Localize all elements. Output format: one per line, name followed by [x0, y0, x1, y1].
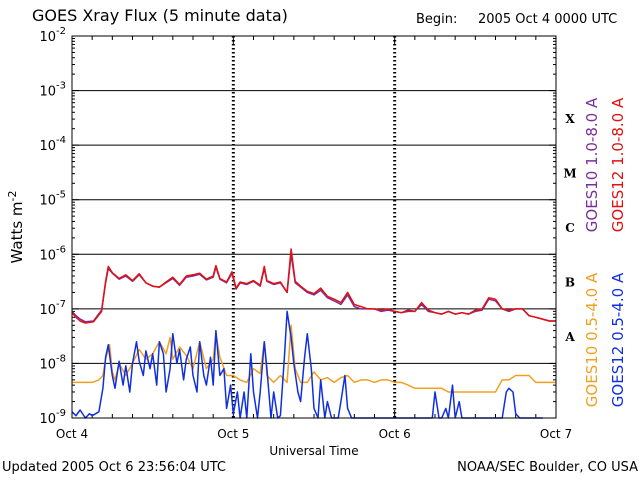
series-line-0	[71, 253, 556, 323]
flare-class-label: A	[564, 330, 575, 344]
flare-class-label: C	[565, 221, 575, 235]
y-tick-label-base: 10	[39, 357, 56, 372]
y-tick-label-exponent: -6	[56, 244, 66, 255]
y-tick-label-base: 10	[39, 194, 56, 209]
x-tick-label: Oct 5	[217, 427, 249, 441]
y-tick-label-exponent: -9	[56, 408, 66, 419]
y-tick-label-base: 10	[39, 412, 56, 427]
y-tick-label-base: 10	[39, 303, 56, 318]
footer-updated: Updated 2005 Oct 6 23:56:04 UTC	[2, 460, 226, 475]
y-tick-label-base: 10	[39, 139, 56, 154]
flare-class-label: X	[565, 112, 575, 126]
begin-label: Begin:	[416, 12, 458, 27]
series-line-3	[71, 310, 543, 419]
y-tick-label-base: 10	[39, 30, 56, 45]
plot-frame	[71, 35, 557, 419]
series-line-1	[71, 248, 556, 324]
y-tick-label-base: 10	[39, 248, 56, 263]
y-tick-label-exponent: -2	[56, 26, 66, 37]
y-tick-label-exponent: -3	[56, 81, 66, 92]
chart-title: GOES Xray Flux (5 minute data)	[32, 6, 288, 25]
x-tick-label: Oct 6	[379, 427, 411, 441]
y-tick-label-exponent: -8	[56, 353, 66, 364]
legend-goes10-long: GOES10 1.0-8.0 A	[583, 97, 601, 232]
y-tick-label-exponent: -4	[56, 135, 66, 146]
begin-value: 2005 Oct 4 0000 UTC	[478, 12, 618, 27]
x-tick-label: Oct 7	[540, 427, 572, 441]
legend-goes10-short: GOES10 0.5-4.0 A	[583, 272, 601, 407]
y-tick-label-exponent: -7	[56, 299, 66, 310]
y-tick-label-exponent: -5	[56, 190, 66, 201]
series-line-2	[72, 324, 556, 393]
flare-class-label: M	[563, 166, 576, 180]
x-axis-label: Universal Time	[269, 444, 358, 458]
y-axis-label-base: Watts m	[8, 201, 26, 263]
y-axis-label-exponent: -2	[6, 191, 19, 202]
x-tick-label: Oct 4	[56, 427, 88, 441]
legend-goes12-long: GOES12 1.0-8.0 A	[609, 97, 627, 232]
footer-credit: NOAA/SEC Boulder, CO USA	[457, 460, 638, 475]
y-axis-label: Watts m-2	[6, 191, 26, 264]
legend-goes12-short: GOES12 0.5-4.0 A	[609, 272, 627, 407]
flare-class-label: B	[565, 276, 575, 290]
y-tick-label-base: 10	[39, 85, 56, 100]
